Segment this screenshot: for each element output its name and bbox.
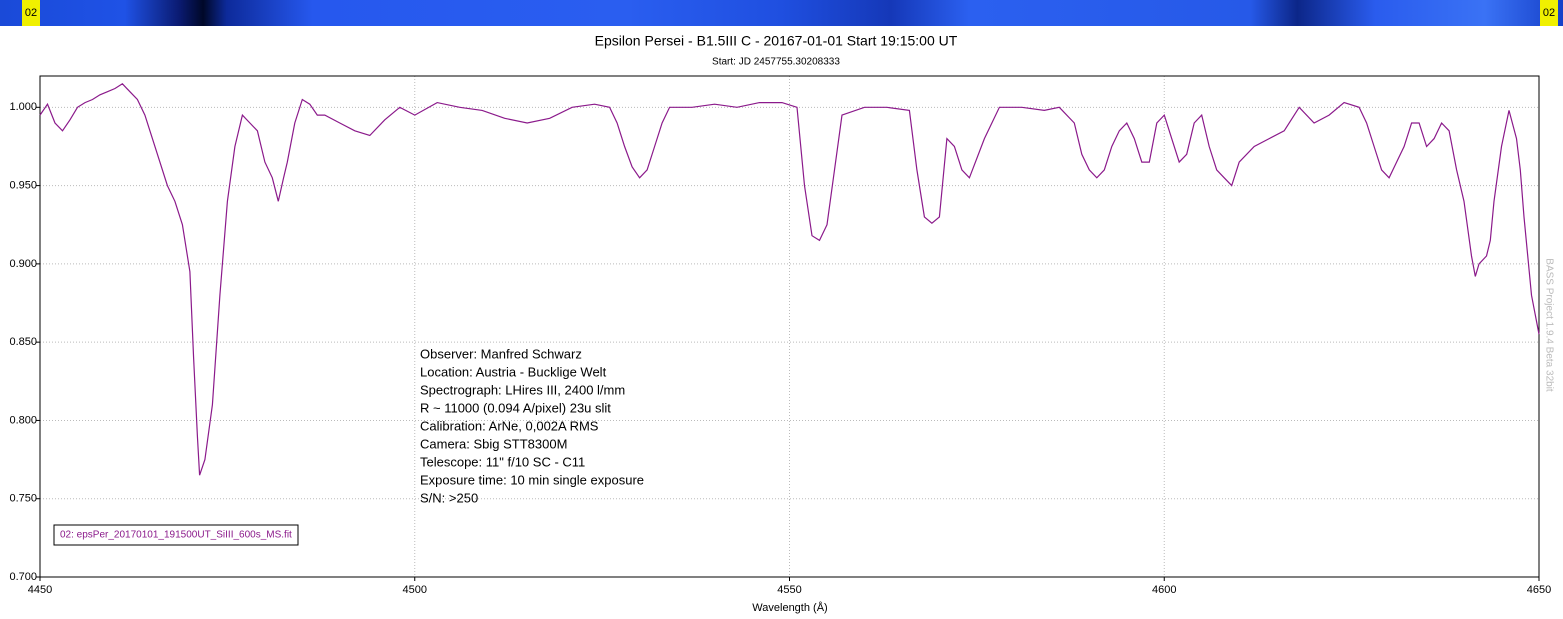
annotation-line: Camera: Sbig STT8300M (420, 436, 567, 451)
chart-subtitle: Start: JD 2457755.30208333 (712, 57, 840, 68)
y-tick-label: 1.000 (9, 101, 37, 113)
annotation-line: Telescope: 11" f/10 SC - C11 (420, 454, 585, 469)
chart-title: Epsilon Persei - B1.5III C - 20167-01-01… (595, 33, 958, 49)
annotation-line: Calibration: ArNe, 0,002A RMS (420, 418, 599, 433)
x-axis-label: Wavelength (Å) (752, 601, 827, 614)
x-tick-label: 4450 (28, 584, 52, 596)
y-tick-label: 0.800 (9, 414, 37, 426)
y-tick-label: 0.950 (9, 180, 37, 192)
x-tick-label: 4600 (1152, 584, 1176, 596)
annotation-line: Exposure time: 10 min single exposure (420, 472, 644, 487)
spectrum-strip (0, 0, 1563, 26)
spectrum-line (39, 83, 1540, 476)
annotation-line: R ~ 11000 (0.094 A/pixel) 23u slit (420, 400, 611, 415)
annotation-line: Location: Austria - Bucklige Welt (420, 364, 607, 379)
strip-label-box (22, 0, 40, 26)
y-tick-label: 0.850 (9, 336, 37, 348)
plot-frame (39, 75, 1540, 578)
y-tick-label: 0.900 (9, 258, 37, 270)
legend-label: 02: epsPer_20170101_191500UT_SiIII_600s_… (60, 530, 292, 541)
y-tick-label: 0.750 (9, 493, 37, 505)
annotation-line: S/N: >250 (420, 490, 478, 505)
annotation-line: Observer: Manfred Schwarz (420, 346, 582, 361)
legend-box (53, 524, 299, 546)
strip-label-box (1540, 0, 1558, 26)
strip-label: 02 (25, 7, 37, 19)
watermark: BASS Project 1.9.4 Beta 32bit (1543, 258, 1554, 392)
x-tick-label: 4500 (403, 584, 427, 596)
x-tick-label: 4650 (1527, 584, 1551, 596)
strip-label: 02 (1543, 7, 1555, 19)
y-tick-label: 0.700 (9, 571, 37, 583)
x-tick-label: 4550 (777, 584, 801, 596)
annotation-line: Spectrograph: LHires III, 2400 l/mm (420, 382, 625, 397)
